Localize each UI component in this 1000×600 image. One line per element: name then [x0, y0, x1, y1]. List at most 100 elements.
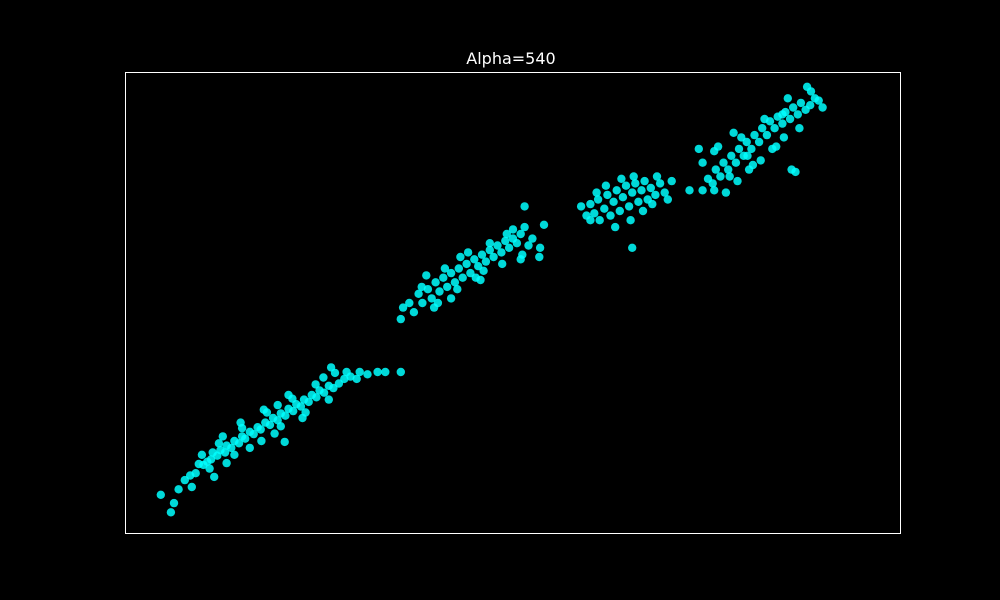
data-point: [593, 195, 603, 204]
data-point: [508, 225, 518, 234]
plot-frame: [125, 72, 901, 534]
data-point: [485, 239, 494, 248]
data-point: [793, 110, 802, 119]
data-point: [470, 255, 479, 264]
data-point: [685, 186, 694, 195]
data-point: [431, 278, 440, 287]
data-point: [501, 236, 510, 246]
data-point: [256, 425, 265, 434]
data-point: [606, 211, 615, 220]
data-point: [381, 367, 390, 377]
data-point: [398, 303, 408, 312]
data-point: [638, 206, 648, 216]
data-point: [698, 158, 707, 167]
data-point: [409, 308, 419, 317]
data-point: [725, 172, 734, 181]
data-point: [595, 216, 604, 225]
data-point: [396, 367, 405, 377]
data-point: [427, 294, 436, 303]
data-point: [586, 199, 595, 209]
data-point: [512, 239, 522, 248]
data-point: [698, 186, 707, 195]
data-point: [166, 508, 176, 517]
data-point: [721, 188, 731, 197]
data-point: [493, 241, 502, 250]
data-point: [770, 124, 779, 133]
data-point: [206, 455, 216, 464]
data-point: [539, 220, 549, 229]
data-point: [476, 275, 485, 285]
data-point: [458, 273, 467, 282]
data-point: [289, 406, 298, 416]
data-point: [637, 186, 646, 195]
data-point: [396, 314, 405, 324]
data-point: [729, 128, 738, 137]
data-point: [535, 252, 544, 262]
data-point: [818, 103, 827, 112]
data-point: [439, 273, 448, 282]
data-point: [719, 158, 728, 167]
data-point: [422, 271, 431, 280]
data-point: [234, 439, 244, 448]
data-point: [304, 397, 313, 407]
data-point: [629, 172, 638, 181]
data-point: [663, 195, 672, 204]
data-point: [259, 405, 268, 414]
data-point: [648, 199, 657, 209]
data-point: [789, 103, 798, 112]
data-point: [418, 298, 427, 308]
data-point: [760, 114, 769, 124]
data-point: [802, 82, 812, 92]
data-point: [446, 268, 456, 278]
data-point: [191, 469, 200, 478]
data-point: [747, 144, 756, 154]
data-point: [504, 243, 514, 252]
data-point: [456, 252, 465, 262]
data-point: [355, 367, 364, 377]
data-point: [435, 287, 444, 296]
data-point: [743, 151, 752, 160]
data-point: [785, 114, 795, 124]
data-point: [169, 498, 179, 508]
data-point: [319, 373, 328, 382]
data-point: [443, 282, 452, 292]
data-point: [710, 186, 719, 195]
data-point: [281, 411, 290, 420]
data-point: [710, 147, 719, 156]
data-point: [187, 482, 196, 492]
data-point: [227, 443, 236, 453]
data-point: [592, 188, 601, 197]
data-point: [806, 101, 815, 110]
data-point: [498, 259, 507, 269]
data-point: [205, 464, 214, 473]
data-point: [667, 176, 676, 186]
data-point: [778, 119, 787, 128]
data-point: [463, 248, 473, 257]
data-point: [477, 250, 487, 259]
data-point: [174, 485, 183, 494]
data-point: [450, 278, 460, 287]
data-point: [624, 202, 634, 211]
data-point: [737, 133, 746, 142]
data-point: [433, 298, 443, 308]
data-point: [621, 181, 631, 190]
data-point: [628, 188, 637, 197]
data-point: [708, 179, 717, 188]
data-point: [520, 202, 529, 211]
data-point: [628, 243, 637, 252]
data-point: [617, 174, 626, 183]
data-point: [528, 234, 537, 243]
data-point: [731, 158, 741, 167]
data-point: [481, 257, 491, 266]
data-point: [795, 124, 804, 133]
data-point: [446, 294, 456, 303]
data-point: [280, 437, 289, 447]
data-point: [414, 289, 423, 298]
data-point: [298, 413, 307, 423]
data-point: [220, 448, 230, 457]
data-point: [417, 282, 426, 292]
data-point: [324, 395, 333, 404]
data-point: [405, 298, 414, 308]
data-point: [535, 243, 545, 252]
